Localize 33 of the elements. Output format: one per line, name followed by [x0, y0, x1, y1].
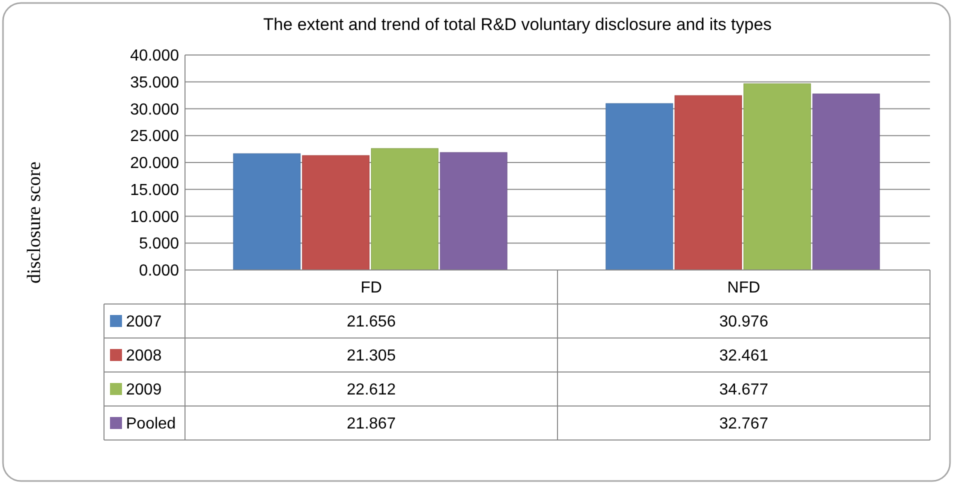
bar — [606, 103, 674, 270]
data-label: 30.976 — [719, 314, 768, 331]
data-label: 21.867 — [346, 416, 396, 433]
legend-label: Pooled — [126, 416, 176, 433]
y-tick-label: 20.000 — [130, 155, 180, 172]
data-label: 22.612 — [346, 382, 396, 399]
data-label: 34.677 — [719, 382, 768, 399]
y-tick-label: 25.000 — [130, 128, 180, 146]
bar — [371, 148, 438, 270]
bar — [744, 83, 811, 270]
data-label: 21.305 — [346, 348, 396, 365]
y-tick-label: 40.000 — [130, 48, 180, 65]
y-tick-label: 10.000 — [130, 208, 180, 226]
x-tick-label: NFD — [727, 280, 760, 297]
legend-label: 2008 — [126, 348, 162, 365]
legend-label: 2009 — [126, 382, 162, 399]
y-tick-label: 35.000 — [130, 74, 180, 92]
y-tick-label: 0.000 — [138, 262, 180, 280]
bar — [812, 94, 880, 270]
bar — [233, 153, 301, 270]
data-label: 32.461 — [719, 348, 768, 365]
data-label: 32.767 — [719, 416, 768, 433]
y-axis-title: disclosure score — [24, 162, 45, 284]
y-tick-label: 5.000 — [138, 236, 180, 253]
bar — [302, 155, 370, 270]
y-tick-label: 30.000 — [130, 101, 180, 118]
data-label: 21.656 — [346, 314, 396, 331]
bar — [440, 152, 508, 270]
chart-title: The extent and trend of total R&D voluntary disclosure and its types — [263, 15, 772, 34]
x-tick-label: FD — [360, 280, 382, 297]
bar — [674, 95, 742, 270]
y-tick-label: 15.000 — [130, 182, 180, 199]
legend-label: 2007 — [126, 314, 162, 331]
